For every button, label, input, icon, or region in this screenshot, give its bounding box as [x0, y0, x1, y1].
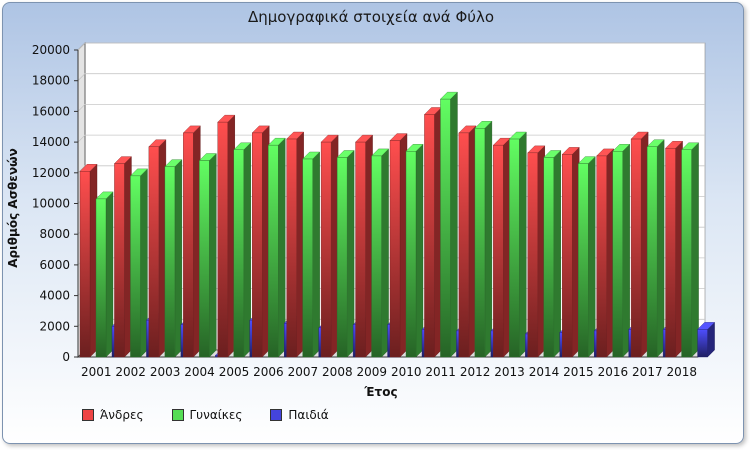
- bar-women[interactable]: [302, 151, 321, 358]
- bar-men[interactable]: [355, 134, 374, 358]
- bar-women[interactable]: [267, 137, 286, 358]
- bar-men[interactable]: [665, 140, 684, 358]
- chart-title: Δημογραφικά στοιχεία ανά Φύλο: [248, 8, 494, 26]
- bar-women[interactable]: [371, 148, 390, 358]
- bar-women[interactable]: [198, 153, 217, 358]
- bar-men[interactable]: [79, 163, 98, 358]
- x-tick-label: 2002: [115, 365, 146, 379]
- gridline: [77, 42, 705, 51]
- x-tick-label: 2016: [598, 365, 629, 379]
- bar-men[interactable]: [630, 131, 649, 358]
- legend: Άνδρες Γυναίκες Παιδιά: [82, 408, 329, 422]
- bar-men[interactable]: [286, 131, 305, 358]
- x-tick-label: 2001: [81, 365, 112, 379]
- legend-swatch-children: [270, 409, 283, 421]
- bar-children[interactable]: [697, 321, 716, 358]
- y-tick-label: 0: [62, 350, 70, 364]
- bar-men[interactable]: [182, 125, 201, 358]
- x-tick-label: 2018: [667, 365, 698, 379]
- legend-item-men[interactable]: Άνδρες: [82, 408, 144, 422]
- bar-men[interactable]: [148, 139, 167, 358]
- x-tick-label: 2008: [322, 365, 353, 379]
- y-tick-label: 8000: [39, 227, 70, 241]
- x-axis-label: Έτος: [364, 385, 398, 399]
- gridline: [77, 73, 705, 81]
- bar-women[interactable]: [474, 120, 493, 358]
- y-tick-label: 10000: [32, 197, 70, 211]
- bar-men[interactable]: [251, 125, 270, 358]
- x-tick-label: 2006: [253, 365, 284, 379]
- y-tick-label: 6000: [39, 258, 70, 272]
- bar-men[interactable]: [458, 125, 477, 358]
- bar-women[interactable]: [681, 142, 700, 358]
- bar-women[interactable]: [164, 159, 183, 358]
- x-tick-label: 2014: [529, 365, 560, 379]
- legend-label-men: Άνδρες: [100, 408, 144, 422]
- bar-men[interactable]: [217, 114, 236, 358]
- bar-women[interactable]: [233, 142, 252, 358]
- legend-item-women[interactable]: Γυναίκες: [171, 408, 243, 422]
- bar-men[interactable]: [423, 106, 442, 358]
- legend-swatch-men: [82, 409, 94, 421]
- bar-women[interactable]: [508, 131, 527, 358]
- y-tick-label: 14000: [32, 135, 70, 149]
- gridline: [77, 134, 705, 143]
- gridline: [77, 104, 705, 112]
- bar-men[interactable]: [492, 137, 511, 358]
- bar-women[interactable]: [95, 191, 114, 358]
- x-tick-label: 2005: [219, 365, 250, 379]
- x-tick-label: 2011: [425, 365, 456, 379]
- bar-women[interactable]: [577, 156, 596, 358]
- x-tick-label: 2013: [494, 365, 525, 379]
- bar-women[interactable]: [336, 149, 355, 358]
- bar-women[interactable]: [405, 143, 424, 358]
- x-tick-label: 2010: [391, 365, 422, 379]
- bar-men[interactable]: [596, 148, 615, 358]
- y-tick-label: 16000: [32, 104, 70, 118]
- bar-men[interactable]: [320, 134, 339, 358]
- x-tick-label: 2007: [288, 365, 319, 379]
- legend-label-women: Γυναίκες: [189, 408, 243, 422]
- x-tick-label: 2012: [460, 365, 491, 379]
- x-tick-label: 2017: [632, 365, 663, 379]
- bar-men[interactable]: [389, 133, 408, 358]
- bar-women[interactable]: [439, 91, 458, 358]
- x-tick-label: 2003: [150, 365, 181, 379]
- x-tick-label: 2004: [184, 365, 215, 379]
- legend-item-children[interactable]: Παιδιά: [270, 408, 329, 422]
- bar-men[interactable]: [527, 145, 546, 358]
- y-tick-label: 18000: [32, 74, 70, 88]
- y-tick-label: 4000: [39, 289, 70, 303]
- legend-swatch-women: [171, 409, 184, 421]
- bar-women[interactable]: [646, 139, 665, 358]
- y-tick-label: 20000: [32, 43, 70, 57]
- bar-women[interactable]: [543, 149, 562, 358]
- x-tick-label: 2009: [357, 365, 388, 379]
- bar-women[interactable]: [129, 168, 148, 358]
- bar-men[interactable]: [113, 156, 132, 358]
- bar-men[interactable]: [561, 146, 580, 358]
- bar-women[interactable]: [612, 143, 631, 358]
- legend-label-children: Παιδιά: [288, 408, 329, 422]
- y-tick-label: 2000: [39, 319, 70, 333]
- y-tick-label: 12000: [32, 166, 70, 180]
- x-tick-label: 2015: [563, 365, 594, 379]
